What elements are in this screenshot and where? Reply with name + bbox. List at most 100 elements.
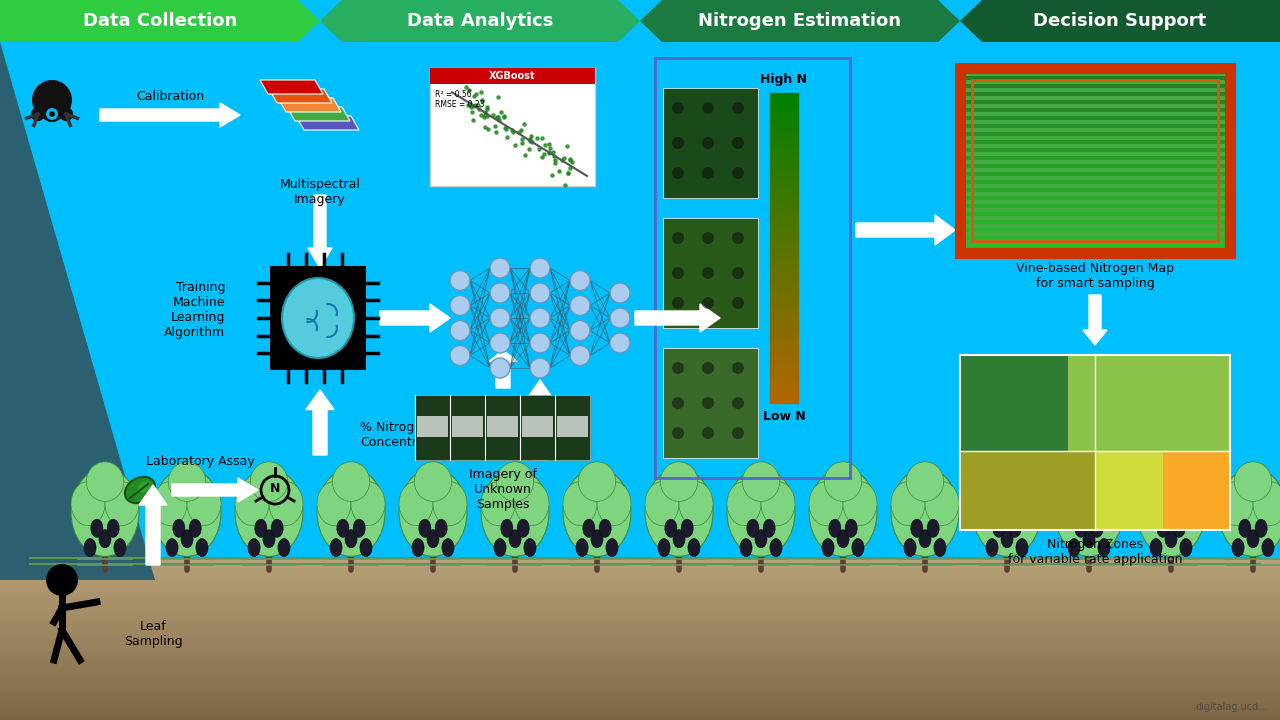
Point — [552, 155, 572, 166]
Bar — [0, 577, 1280, 578]
Ellipse shape — [993, 519, 1005, 537]
Bar — [771, 300, 797, 301]
Bar — [0, 575, 1280, 576]
Bar — [771, 186, 797, 187]
Bar — [771, 174, 797, 175]
Bar — [771, 190, 797, 191]
Ellipse shape — [727, 469, 795, 557]
Ellipse shape — [687, 539, 700, 557]
Point — [545, 158, 566, 169]
Ellipse shape — [317, 482, 351, 526]
Ellipse shape — [822, 539, 835, 557]
Ellipse shape — [891, 482, 925, 526]
Bar — [771, 352, 797, 353]
Bar — [771, 278, 797, 279]
Ellipse shape — [579, 462, 616, 501]
Ellipse shape — [927, 519, 940, 537]
Ellipse shape — [1137, 482, 1171, 526]
Ellipse shape — [500, 519, 513, 537]
Bar — [771, 258, 797, 259]
Bar — [0, 684, 1280, 685]
Point — [561, 154, 581, 166]
Bar — [771, 140, 797, 141]
Bar — [771, 218, 797, 219]
Ellipse shape — [660, 462, 698, 501]
Bar — [771, 346, 797, 347]
Bar — [771, 364, 797, 365]
Bar — [771, 133, 797, 134]
Polygon shape — [320, 0, 640, 42]
Point — [512, 138, 532, 149]
Ellipse shape — [442, 539, 454, 557]
Bar — [771, 280, 797, 281]
Bar — [0, 646, 1280, 647]
Bar — [0, 688, 1280, 689]
Ellipse shape — [973, 469, 1041, 557]
Bar — [0, 600, 1280, 601]
Ellipse shape — [1157, 519, 1169, 537]
Ellipse shape — [755, 530, 767, 548]
Ellipse shape — [658, 539, 669, 557]
Ellipse shape — [986, 539, 998, 557]
Circle shape — [490, 283, 509, 303]
Bar — [0, 611, 1280, 612]
Circle shape — [701, 232, 714, 244]
Bar — [771, 356, 797, 357]
Ellipse shape — [262, 530, 275, 548]
Bar — [771, 334, 797, 335]
Bar — [0, 562, 1280, 563]
Ellipse shape — [412, 539, 424, 557]
Text: % Nitrogen
Concentration: % Nitrogen Concentration — [360, 421, 448, 449]
Ellipse shape — [891, 469, 959, 557]
Bar — [771, 214, 797, 215]
Circle shape — [701, 267, 714, 279]
Point — [485, 120, 506, 132]
FancyArrow shape — [140, 485, 166, 565]
Bar — [771, 389, 797, 390]
Circle shape — [59, 107, 73, 121]
Point — [476, 104, 497, 115]
Point — [513, 118, 534, 130]
Bar — [771, 168, 797, 169]
Bar — [771, 375, 797, 376]
Ellipse shape — [70, 469, 140, 557]
Bar — [771, 203, 797, 204]
Ellipse shape — [1055, 469, 1123, 557]
Bar — [0, 700, 1280, 701]
Bar — [0, 672, 1280, 673]
Bar — [771, 317, 797, 318]
Ellipse shape — [360, 539, 372, 557]
Bar — [771, 236, 797, 237]
Ellipse shape — [1070, 462, 1107, 501]
Bar — [771, 121, 797, 122]
Ellipse shape — [1165, 530, 1178, 548]
Bar — [771, 254, 797, 255]
Bar — [0, 561, 1280, 562]
Bar — [771, 233, 797, 234]
Ellipse shape — [509, 530, 521, 548]
Point — [461, 101, 481, 112]
Bar — [771, 176, 797, 177]
Ellipse shape — [824, 462, 861, 501]
FancyArrow shape — [526, 380, 554, 460]
Circle shape — [40, 98, 64, 122]
Bar — [771, 353, 797, 354]
Bar — [0, 696, 1280, 697]
Bar — [965, 220, 1225, 224]
Ellipse shape — [1171, 482, 1204, 526]
Bar — [0, 707, 1280, 708]
Bar — [771, 395, 797, 396]
Point — [475, 122, 495, 133]
Bar — [486, 416, 518, 437]
Bar — [0, 636, 1280, 637]
Bar — [771, 335, 797, 336]
Text: Calibration: Calibration — [136, 90, 204, 103]
FancyArrow shape — [172, 478, 259, 502]
Polygon shape — [960, 0, 1280, 42]
Bar — [0, 576, 1280, 577]
Point — [465, 99, 485, 110]
Circle shape — [490, 258, 509, 278]
Bar — [771, 163, 797, 164]
Bar — [0, 581, 1280, 582]
Bar — [771, 358, 797, 359]
